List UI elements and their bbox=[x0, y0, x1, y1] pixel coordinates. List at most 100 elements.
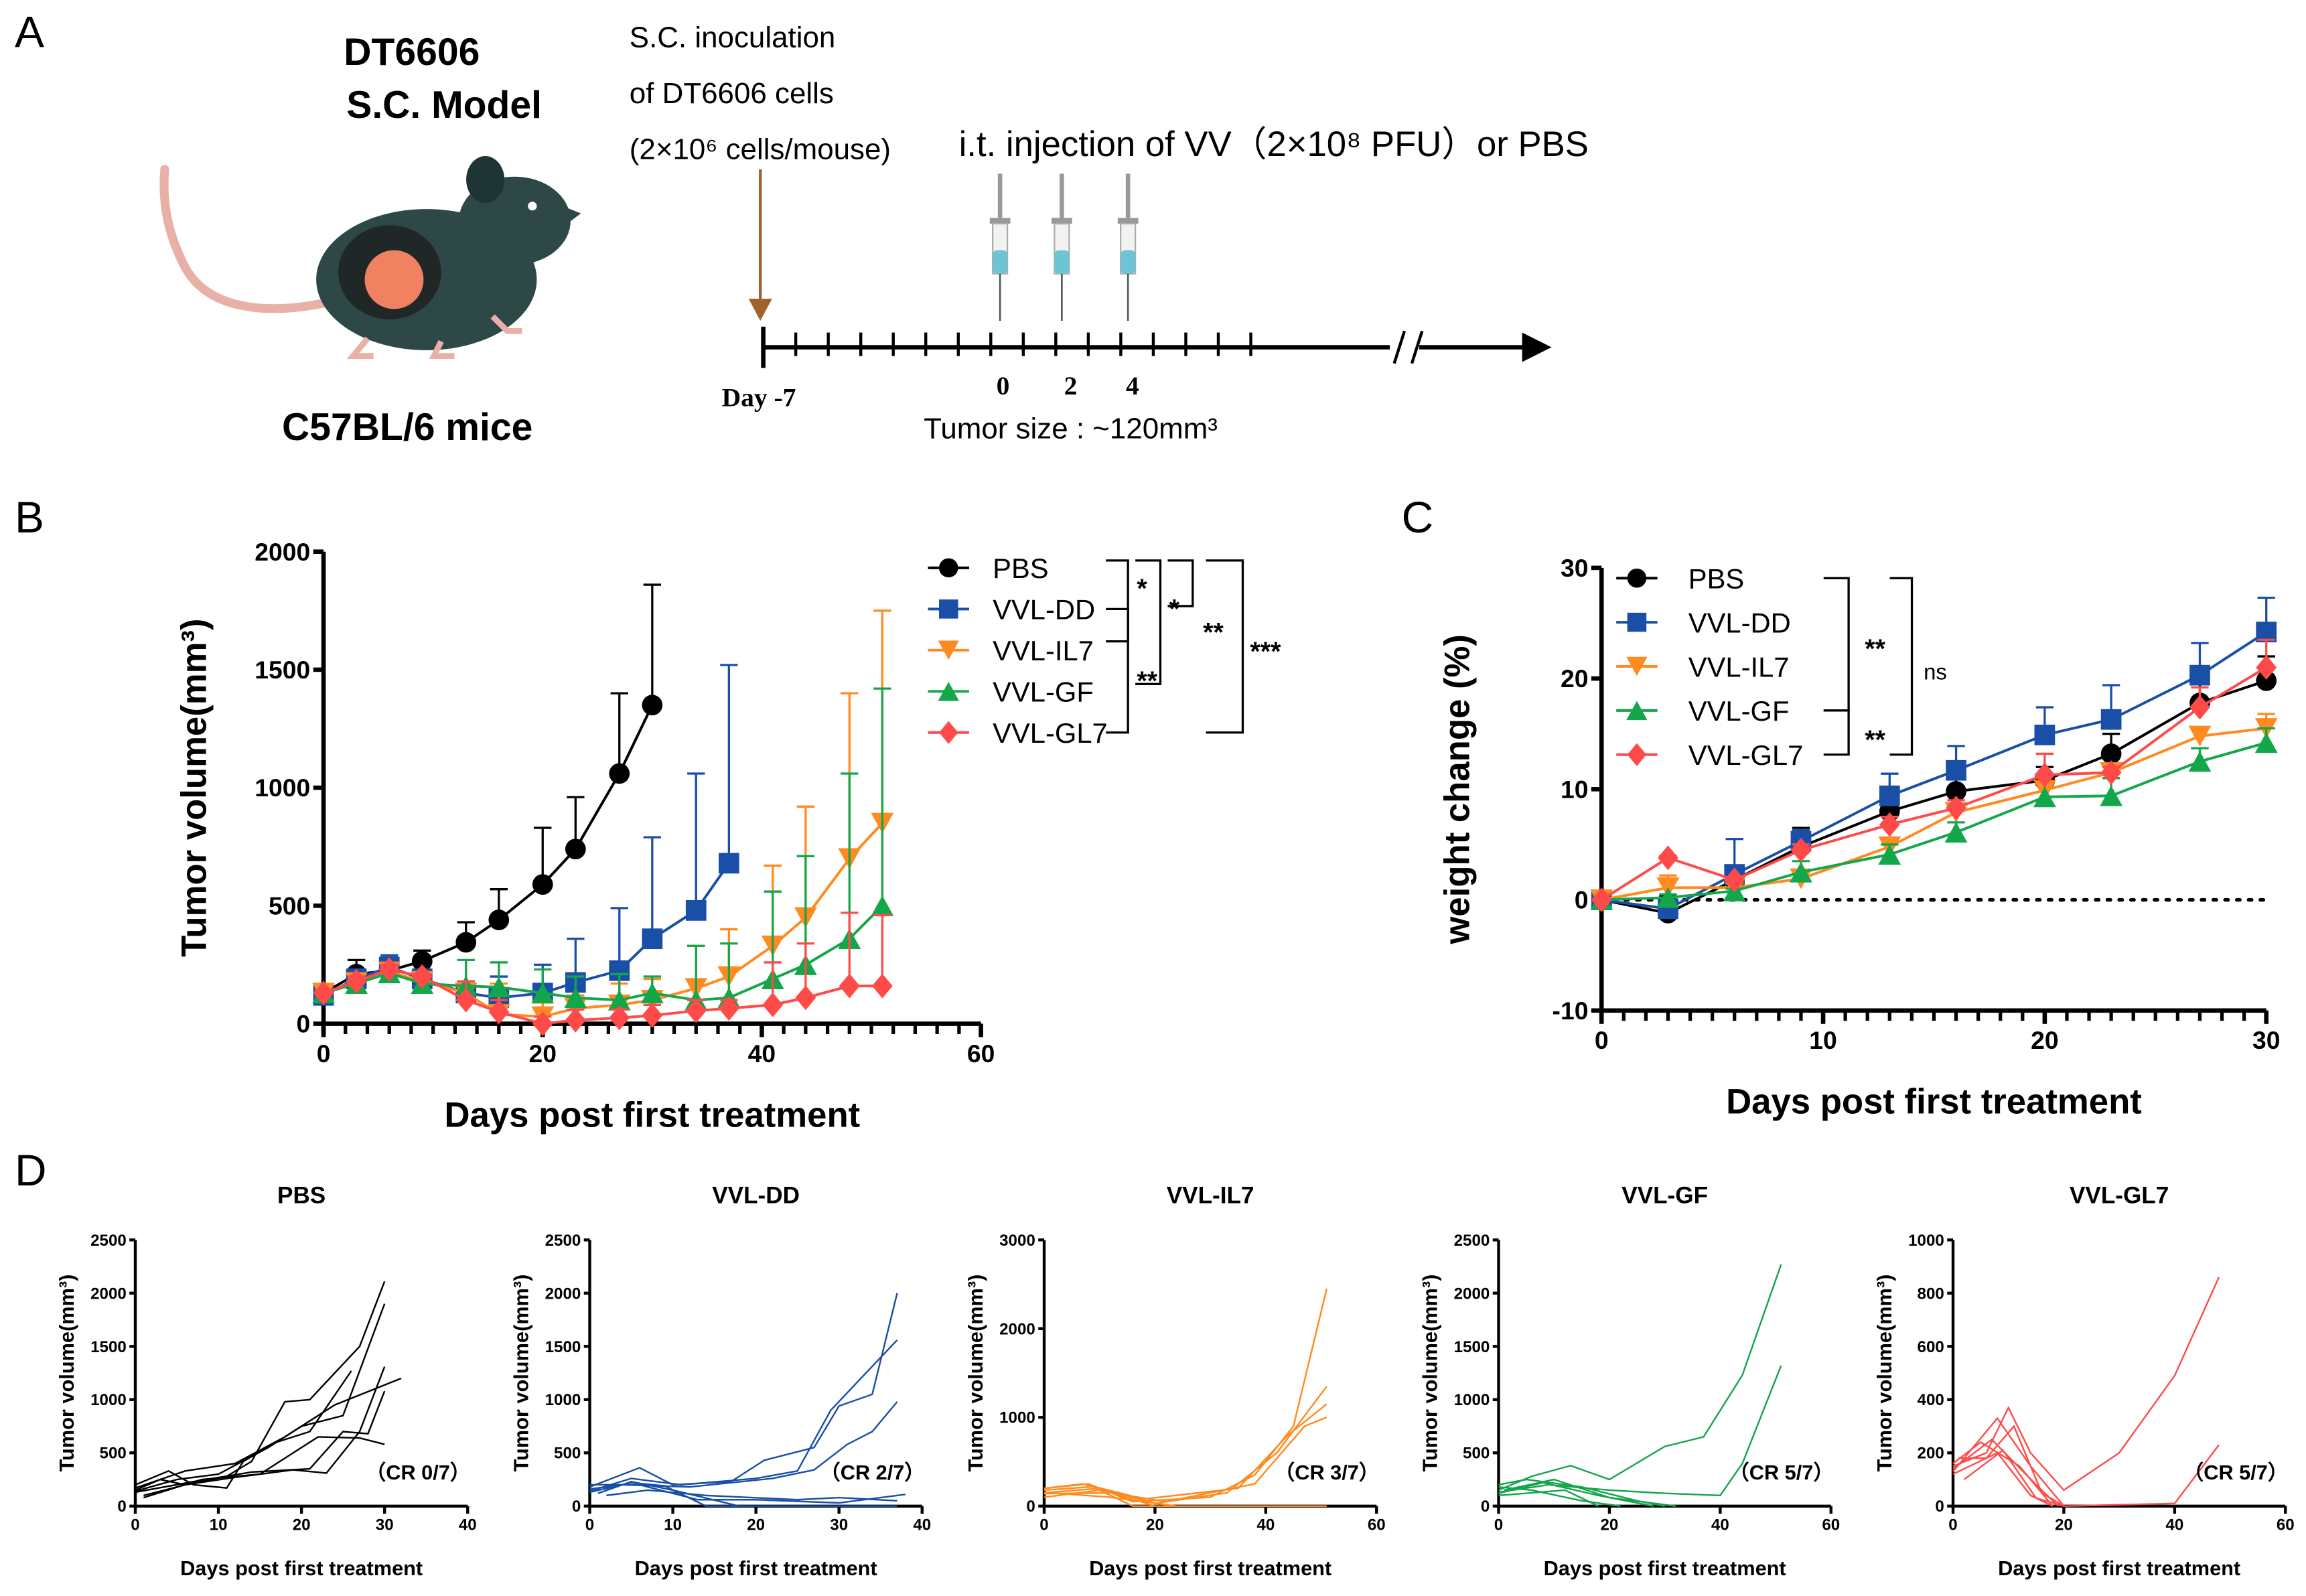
significance-bracket bbox=[1167, 559, 1194, 607]
significance-label: ns bbox=[1924, 660, 1947, 684]
y-tick-label: 400 bbox=[1918, 1391, 1944, 1409]
significance-bracket bbox=[1135, 559, 1162, 685]
syringe-icon bbox=[1051, 173, 1072, 321]
x-tick-label: 0 bbox=[131, 1516, 139, 1534]
mouse-strain: C57BL/6 mice bbox=[282, 406, 532, 449]
y-axis-label: Tumor volume(mm³) bbox=[55, 1275, 78, 1472]
series-line bbox=[1601, 727, 2266, 901]
model-title-1: DT6606 bbox=[344, 31, 480, 74]
marker-triangle-up bbox=[1626, 701, 1648, 721]
inoculation-line-1: S.C. inoculation bbox=[630, 21, 836, 54]
y-tick-label: 30 bbox=[1561, 554, 1589, 582]
x-tick-label: 20 bbox=[1600, 1516, 1618, 1534]
x-axis-label: Days post first treatment bbox=[444, 1095, 860, 1135]
mouse-growth-line bbox=[589, 1483, 906, 1504]
x-tick-label: 60 bbox=[967, 1039, 995, 1068]
y-tick-label: 0 bbox=[1935, 1498, 1944, 1516]
y-tick-label: 1000 bbox=[545, 1391, 581, 1409]
y-tick-label: 500 bbox=[269, 891, 310, 920]
legend-item-PBS: PBS bbox=[928, 553, 1049, 584]
significance-label: * bbox=[1137, 574, 1147, 603]
mouse-growth-line bbox=[1050, 1492, 1177, 1507]
y-tick-label: 2500 bbox=[90, 1232, 127, 1250]
marker-circle bbox=[1627, 568, 1647, 588]
legend-label: VVL-GL7 bbox=[993, 717, 1108, 749]
x-axis-label: Days post first treatment bbox=[1726, 1082, 2142, 1121]
y-tick-label: 2500 bbox=[545, 1232, 581, 1250]
y-tick-label: 1500 bbox=[1454, 1338, 1490, 1356]
marker-triangle-up bbox=[487, 976, 510, 998]
timeline-day-2: 2 bbox=[1064, 371, 1078, 401]
y-tick-label: 1000 bbox=[1908, 1232, 1944, 1250]
marker-circle bbox=[411, 950, 433, 972]
marker-diamond bbox=[871, 973, 893, 999]
y-tick-label: 0 bbox=[117, 1498, 126, 1516]
marker-circle bbox=[2256, 670, 2277, 691]
series-line bbox=[323, 968, 883, 1025]
timeline-day-4: 4 bbox=[1126, 371, 1139, 401]
y-tick-label: 500 bbox=[554, 1445, 581, 1463]
timeline-day-start: Day -7 bbox=[722, 382, 796, 412]
legend-item-VVL-GL7: VVL-GL7 bbox=[928, 717, 1108, 749]
series-line bbox=[323, 904, 883, 1002]
cr-annotation: （CR 3/7） bbox=[1275, 1461, 1380, 1484]
y-tick-label: 600 bbox=[1918, 1338, 1944, 1356]
x-tick-label: 20 bbox=[293, 1516, 311, 1534]
y-tick-label: 200 bbox=[1918, 1445, 1944, 1463]
marker-diamond bbox=[762, 992, 784, 1017]
y-tick-label: 2000 bbox=[1454, 1285, 1490, 1303]
marker-diamond bbox=[2100, 760, 2122, 785]
y-tick-label: 10 bbox=[1561, 775, 1589, 803]
mouse-growth-line bbox=[1043, 1288, 1327, 1503]
y-tick-label: 0 bbox=[1481, 1498, 1490, 1516]
marker-triangle-up bbox=[564, 987, 587, 1009]
legend-label: VVL-IL7 bbox=[1688, 651, 1790, 682]
marker-triangle-up bbox=[531, 983, 555, 1004]
injection-text: i.t. injection of VV（2×10⁸ PFU）or PBS bbox=[959, 125, 1589, 164]
marker-triangle-up bbox=[640, 983, 664, 1004]
marker-circle bbox=[939, 558, 958, 578]
significance-label: ** bbox=[1865, 634, 1885, 664]
chart-title: VVL-GF bbox=[1622, 1182, 1708, 1208]
marker-square bbox=[2189, 664, 2210, 686]
x-tick-label: 20 bbox=[747, 1516, 765, 1534]
marker-diamond bbox=[1790, 837, 1812, 863]
syringe-flange bbox=[1117, 218, 1139, 224]
x-tick-label: 0 bbox=[317, 1039, 331, 1068]
chart-title: PBS bbox=[277, 1182, 326, 1208]
x-tick-label: 0 bbox=[1494, 1516, 1503, 1534]
marker-diamond bbox=[1658, 845, 1678, 871]
significance-label: ** bbox=[1865, 725, 1885, 755]
marker-square bbox=[685, 900, 707, 921]
mouse-growth-line bbox=[1498, 1489, 1599, 1507]
timeline bbox=[761, 173, 1552, 368]
marker-diamond bbox=[795, 985, 816, 1011]
mouse-growth-line bbox=[589, 1293, 898, 1488]
mouse-growth-line bbox=[1952, 1451, 2053, 1507]
x-tick-label: 0 bbox=[1039, 1516, 1048, 1534]
inoculation-line-3: (2×10⁶ cells/mouse) bbox=[630, 133, 891, 165]
mouse-growth-line bbox=[1043, 1403, 1327, 1500]
marker-square bbox=[1627, 612, 1647, 632]
mouse-growth-line bbox=[1952, 1277, 2220, 1492]
y-tick-label: 1000 bbox=[90, 1391, 127, 1409]
cr-annotation: （CR 2/7） bbox=[820, 1461, 925, 1484]
mouse-growth-line bbox=[135, 1281, 386, 1492]
mouse-growth-line bbox=[1958, 1425, 2065, 1507]
y-tick-label: 3000 bbox=[999, 1232, 1035, 1250]
panel-label-d: D bbox=[15, 1145, 47, 1195]
y-tick-label: 2000 bbox=[999, 1320, 1035, 1338]
mouse-growth-line bbox=[143, 1366, 386, 1497]
marker-triangle-up bbox=[1944, 822, 1968, 843]
mouse-growth-line bbox=[1498, 1485, 1621, 1507]
marker-circle bbox=[565, 839, 586, 860]
y-tick-label: 2000 bbox=[545, 1285, 581, 1303]
syringe-liquid bbox=[1054, 250, 1070, 274]
legend-label: VVL-GL7 bbox=[1688, 739, 1804, 771]
significance-bracket bbox=[1206, 559, 1244, 734]
syringe-liquid bbox=[1121, 250, 1136, 274]
chart-D4: 0 20 40 60 0 500 1000 1500 2000 2500 Days post fir… bbox=[1418, 1182, 1840, 1580]
mouse-growth-line bbox=[1498, 1481, 1654, 1507]
legend-label: VVL-GF bbox=[993, 676, 1094, 708]
